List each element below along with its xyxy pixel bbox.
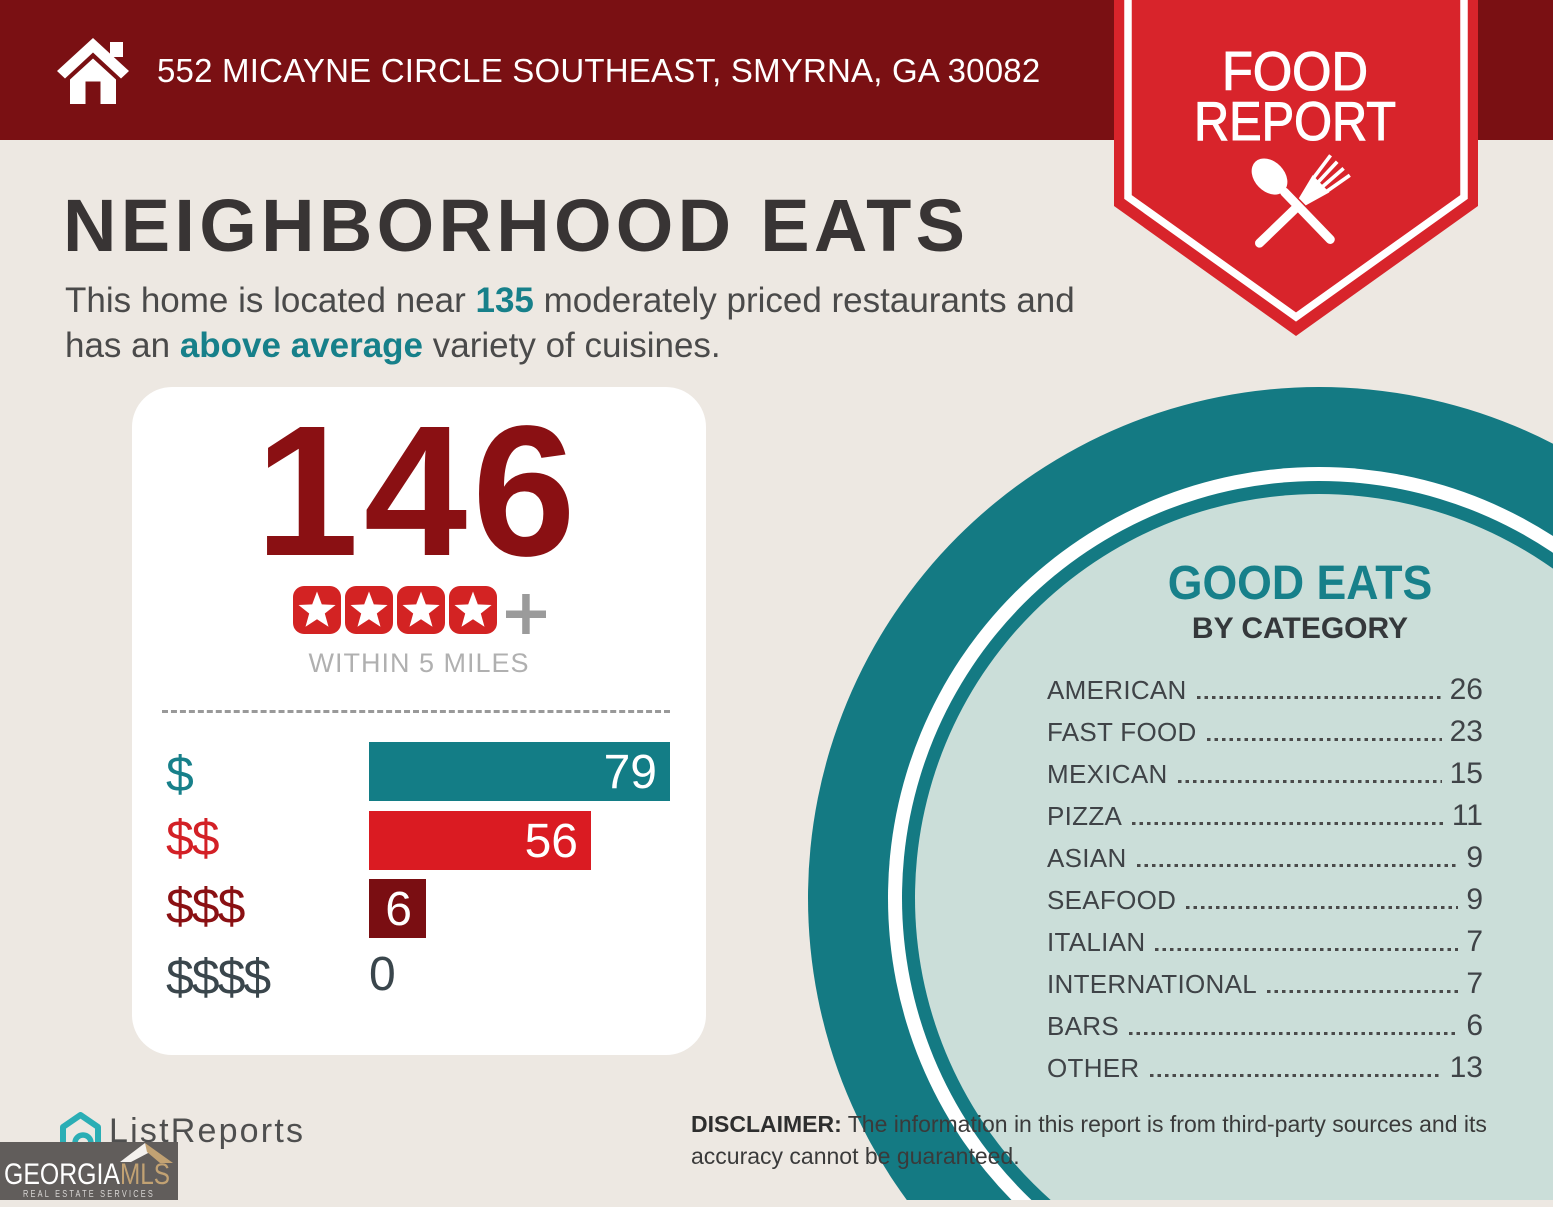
svg-text:REPORT: REPORT	[1194, 90, 1396, 152]
svg-text:FOOD: FOOD	[1222, 40, 1368, 102]
svg-text:REAL ESTATE SERVICES: REAL ESTATE SERVICES	[23, 1189, 155, 1200]
svg-text:GEORGIA: GEORGIA	[4, 1158, 120, 1191]
svg-text:MLS: MLS	[120, 1158, 170, 1191]
